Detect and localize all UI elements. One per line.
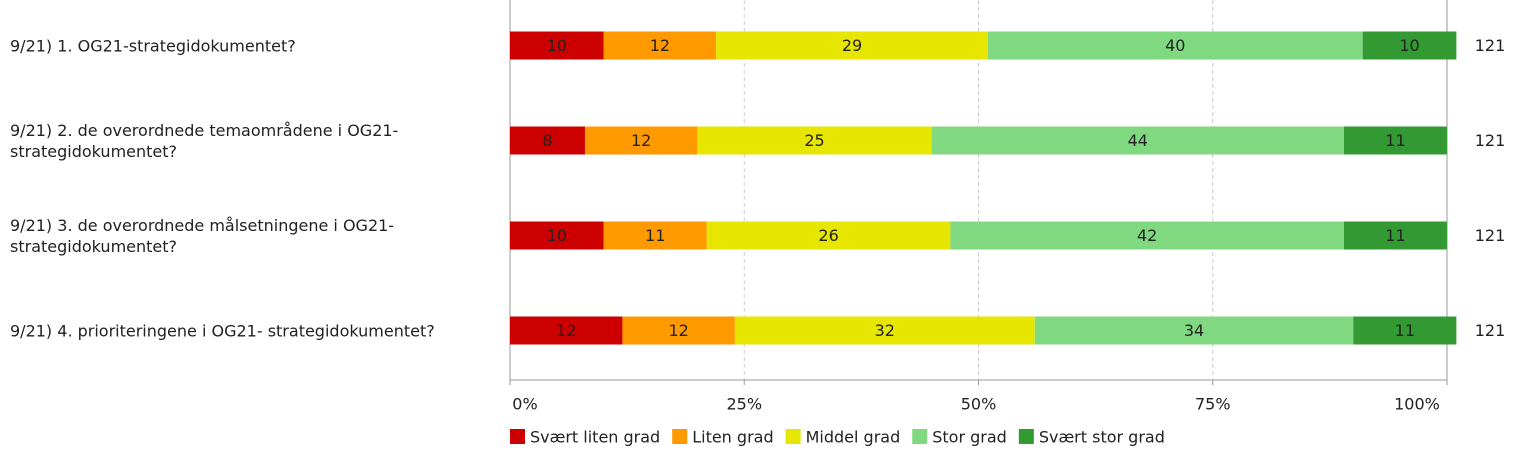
- value-label: 10: [547, 36, 567, 55]
- legend-label: Liten grad: [692, 428, 773, 447]
- value-label: 42: [1137, 226, 1157, 245]
- value-label: 12: [668, 321, 688, 340]
- value-label: 26: [818, 226, 838, 245]
- value-label: 11: [1385, 131, 1405, 150]
- bar-segment: [603, 31, 717, 60]
- legend-swatch: [912, 429, 928, 444]
- bar-segment: [987, 31, 1363, 60]
- value-label: 11: [1395, 321, 1415, 340]
- value-label: 29: [842, 36, 862, 55]
- legend-label: Svært stor grad: [1039, 428, 1165, 447]
- x-tick-label: 25%: [726, 395, 762, 414]
- category-label: 9/21) 4. prioriteringene i OG21- strateg…: [10, 321, 435, 340]
- value-label: 40: [1165, 36, 1185, 55]
- legend-label: Stor grad: [932, 428, 1007, 447]
- bar-segment: [706, 221, 951, 250]
- category-label: 9/21) 1. OG21-strategidokumentet?: [10, 36, 296, 55]
- bar-segment: [1353, 316, 1457, 345]
- bar-segment: [1343, 221, 1447, 250]
- x-tick-label: 0%: [512, 395, 537, 414]
- category-label: 9/21) 3. de overordnede målsetningene i …: [10, 215, 395, 256]
- legend-swatch: [785, 429, 801, 444]
- value-label: 44: [1128, 131, 1148, 150]
- legend-swatch: [510, 429, 525, 444]
- n-label: 121: [1475, 36, 1506, 55]
- legend-swatch: [1018, 429, 1034, 444]
- bar-segment: [931, 126, 1344, 155]
- legend-label: Svært liten grad: [530, 428, 660, 447]
- bar-segment: [510, 221, 604, 250]
- bar-segment: [734, 316, 1035, 345]
- bar-segment: [622, 316, 735, 345]
- bar-segment: [584, 126, 698, 155]
- x-tick-label: 100%: [1394, 395, 1440, 414]
- value-label: 11: [645, 226, 665, 245]
- value-label: 34: [1184, 321, 1204, 340]
- value-label: 12: [650, 36, 670, 55]
- legend-label: Middel grad: [806, 428, 901, 447]
- bar-segment: [950, 221, 1344, 250]
- value-label: 12: [556, 321, 576, 340]
- bar-segment: [603, 221, 707, 250]
- bar-segment: [1343, 126, 1447, 155]
- value-label: 25: [804, 131, 824, 150]
- legend-swatch: [672, 429, 688, 444]
- n-label: 121: [1475, 321, 1506, 340]
- bar-segment: [697, 126, 932, 155]
- value-label: 11: [1385, 226, 1405, 245]
- x-tick-label: 75%: [1195, 395, 1231, 414]
- value-label: 32: [875, 321, 895, 340]
- value-label: 10: [547, 226, 567, 245]
- bar-segment: [1034, 316, 1354, 345]
- bar-segment: [1362, 31, 1457, 60]
- n-label: 121: [1475, 131, 1506, 150]
- bar-segment: [510, 31, 604, 60]
- value-label: 8: [542, 131, 552, 150]
- value-label: 10: [1399, 36, 1419, 55]
- x-tick-label: 50%: [961, 395, 997, 414]
- bar-segment: [510, 126, 585, 155]
- n-label: 121: [1475, 226, 1506, 245]
- value-label: 12: [631, 131, 651, 150]
- bar-segment: [716, 31, 988, 60]
- category-label: 9/21) 2. de overordnede temaområdene i O…: [10, 120, 399, 161]
- bar-segment: [510, 316, 623, 345]
